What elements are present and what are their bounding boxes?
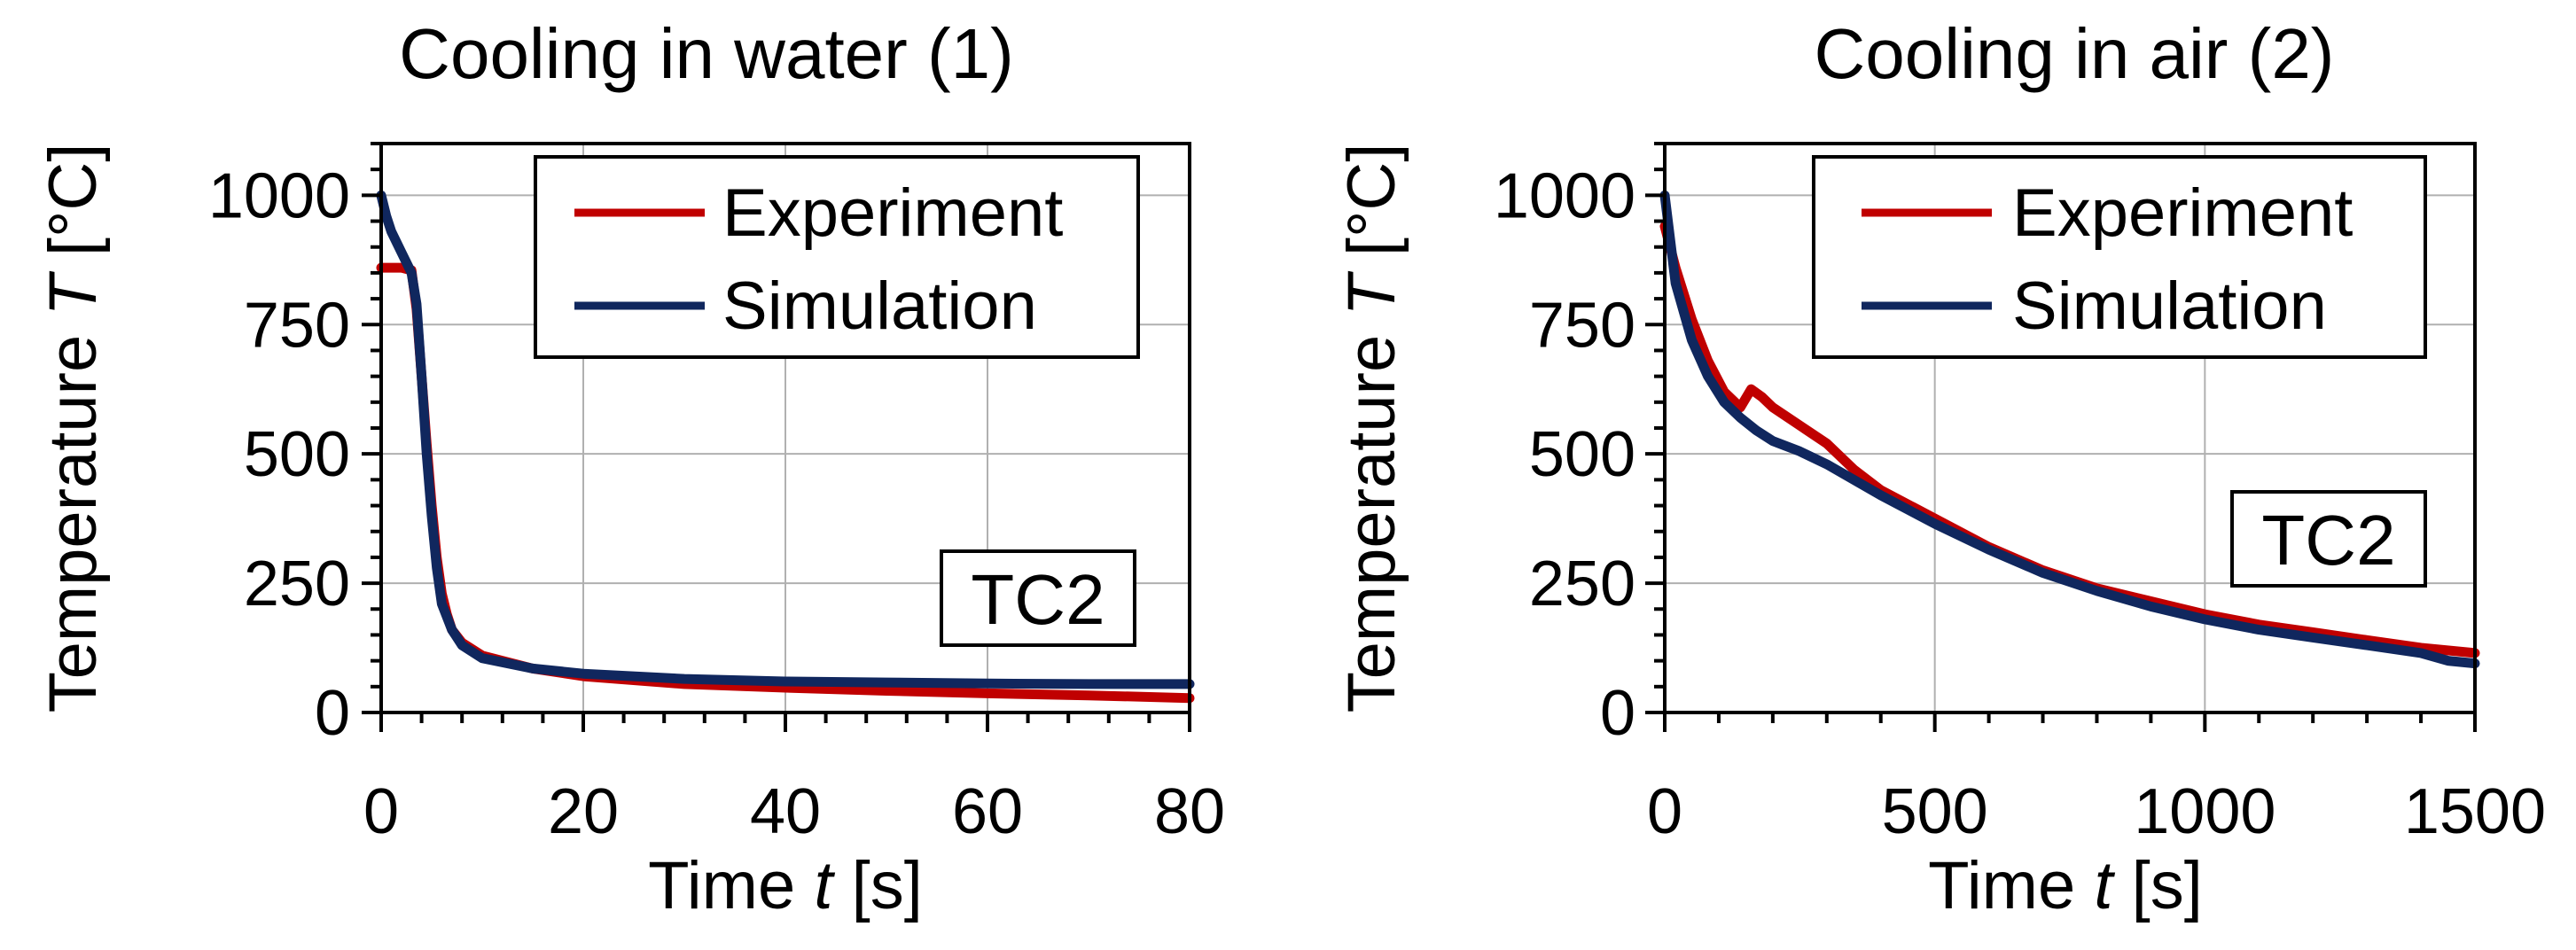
- y-axis-label-unit: [°C]: [35, 144, 111, 257]
- x-tick-label: 80: [1154, 776, 1225, 847]
- legend-label-experiment: Experiment: [722, 175, 1063, 251]
- legend-label-simulation: Simulation: [2012, 269, 2327, 344]
- y-axis-label-symbol: T: [35, 271, 111, 316]
- legend-label-simulation: Simulation: [722, 269, 1037, 344]
- y-tick-label: 750: [244, 290, 350, 361]
- series-line-simulation: [1659, 190, 2480, 669]
- x-axis-label-unit: [s]: [2132, 848, 2203, 923]
- x-axis-label: Time t [s]: [648, 848, 923, 923]
- chart-air: Cooling in air (2) 0 250 500 750 1000 0 …: [1334, 14, 2546, 923]
- axis-ticks: [1645, 142, 2477, 732]
- y-axis-label-text: Temperature: [1334, 335, 1409, 713]
- y-tick-label: 500: [244, 419, 350, 490]
- y-tick-label: 250: [244, 549, 350, 619]
- x-tick-label: 0: [363, 776, 399, 847]
- x-axis-label: Time t [s]: [1928, 848, 2203, 923]
- x-tick-label: 20: [548, 776, 619, 847]
- x-axis-label-text: Time: [1928, 848, 2075, 923]
- y-tick-label: 1000: [1494, 160, 1635, 231]
- y-tick-label: 750: [1529, 290, 1635, 361]
- tc2-annotation: TC2: [2230, 490, 2427, 588]
- tc2-label: TC2: [971, 560, 1105, 639]
- legend-box: [534, 155, 1140, 359]
- chart-water: Cooling in water (1) 0 250 500 750 1000 …: [35, 14, 1225, 923]
- axis-ticks: [362, 142, 1191, 732]
- chart-title: Cooling in air (2): [1815, 14, 2335, 93]
- tc2-box: [2230, 490, 2427, 588]
- series-line-simulation: [376, 190, 1195, 689]
- legend: Experiment Simulation: [1812, 155, 2427, 359]
- x-tick-label: 60: [952, 776, 1023, 847]
- tc2-annotation: TC2: [940, 549, 1136, 647]
- series-lines: [1659, 190, 2480, 669]
- x-tick-label: 1000: [2134, 776, 2275, 847]
- y-tick-label: 1000: [208, 160, 350, 231]
- y-axis-label: Temperature T [°C]: [35, 144, 111, 713]
- tc2-label: TC2: [2261, 501, 2395, 580]
- x-tick-label: 1500: [2404, 776, 2546, 847]
- y-tick-label: 0: [1600, 678, 1635, 749]
- x-axis-label-text: Time: [648, 848, 795, 923]
- x-axis-label-symbol: t: [2094, 848, 2115, 923]
- y-axis-label-symbol: T: [1334, 271, 1409, 316]
- y-axis-label-unit: [°C]: [1334, 144, 1409, 257]
- tc2-box: [940, 549, 1136, 647]
- legend-label-experiment: Experiment: [2012, 175, 2353, 251]
- x-tick-label: 500: [1882, 776, 1988, 847]
- y-axis-label: Temperature T [°C]: [1334, 144, 1409, 713]
- legend: Experiment Simulation: [534, 155, 1140, 359]
- series-lines: [376, 190, 1195, 704]
- chart-title: Cooling in water (1): [399, 14, 1014, 93]
- x-axis-label-unit: [s]: [852, 848, 923, 923]
- y-tick-label: 500: [1529, 419, 1635, 490]
- y-tick-label: 0: [315, 678, 350, 749]
- series-line-experiment: [1659, 221, 2480, 658]
- y-axis-label-text: Temperature: [35, 335, 111, 713]
- x-tick-label: 40: [750, 776, 821, 847]
- x-tick-label: 0: [1647, 776, 1682, 847]
- x-axis-label-symbol: t: [814, 848, 835, 923]
- legend-box: [1812, 155, 2427, 359]
- y-tick-label: 250: [1529, 549, 1635, 619]
